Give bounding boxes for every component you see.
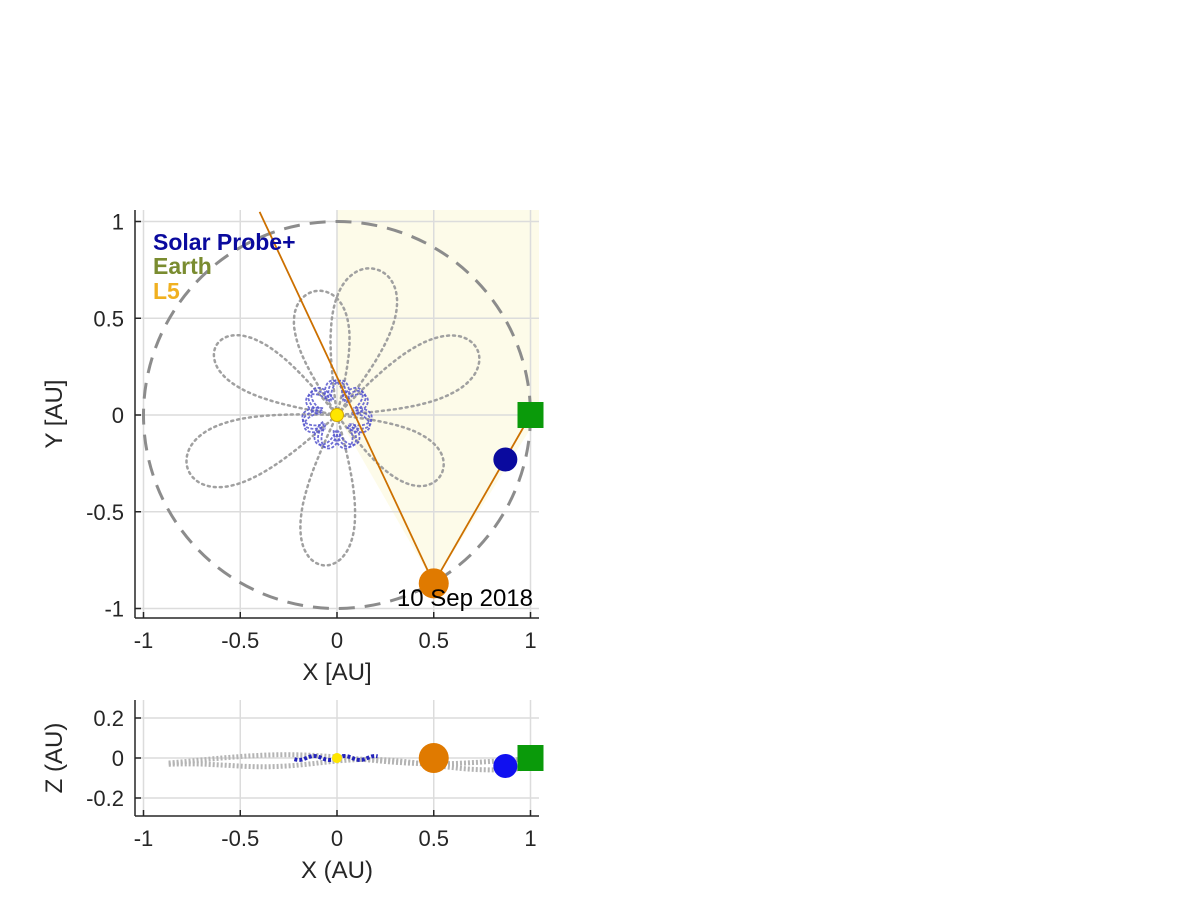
y-tick-label-1: 0	[112, 746, 124, 771]
legend-entry-l5: L5	[153, 278, 180, 304]
markers-xy	[330, 402, 544, 599]
x-axis-label: X [AU]	[302, 659, 371, 686]
trajectory-loop-0	[329, 267, 399, 417]
trajectory-loop-2	[212, 333, 339, 417]
probe-orbit-3	[301, 406, 361, 448]
legend: Solar Probe+ Earth L5	[153, 229, 296, 304]
trajectory-xz-lower	[168, 752, 525, 767]
probe-orbit-6	[324, 379, 371, 434]
x-tick-label-1: -0.5	[221, 826, 259, 851]
x-tick-labels: -1 -0.5 0 0.5 1	[134, 628, 537, 653]
y-tick-labels: -0.2 0 0.2	[86, 706, 124, 811]
y-tick-labels: -1 -0.5 0 0.5 1	[86, 210, 124, 622]
sun-marker	[330, 408, 344, 422]
trajectory-loop-4	[299, 413, 357, 567]
y-tick-label-0: -0.2	[86, 786, 124, 811]
y-axis-label: Y [AU]	[41, 380, 68, 449]
probe-orbit-1	[303, 379, 350, 434]
x-tick-label-1: -0.5	[221, 628, 259, 653]
x-tick-label-4: 1	[524, 826, 536, 851]
l5-marker	[418, 743, 449, 773]
y-tick-label-4: 1	[112, 210, 124, 235]
sun-marker	[332, 753, 342, 763]
y-axis-label: Z (AU)	[41, 723, 68, 794]
trajectory-xz	[168, 752, 525, 773]
x-axis-label: X (AU)	[301, 857, 373, 884]
xz-panel: -1 -0.5 0 0.5 1 -0.2 0 0.2 X (AU) Z (AU)	[41, 700, 544, 884]
y-tick-label-0: -1	[104, 597, 124, 622]
l5-earth-line	[432, 414, 532, 584]
y-tick-label-2: 0.2	[93, 706, 124, 731]
legend-entry-earth: Earth	[153, 253, 212, 279]
shaded-sector	[337, 210, 539, 584]
x-tick-label-4: 1	[524, 628, 536, 653]
probe-orbit-0	[305, 379, 369, 416]
earth-marker	[517, 402, 544, 428]
x-tick-label-2: 0	[331, 826, 343, 851]
date-annotation: 10 Sep 2018	[397, 585, 533, 612]
x-tick-label-3: 0.5	[418, 628, 449, 653]
solar-probe-marker	[493, 447, 518, 472]
y-tick-label-1: -0.5	[86, 500, 124, 525]
axes	[134, 700, 539, 817]
trajectory-loop-6	[335, 334, 481, 417]
legend-entry-solar-probe: Solar Probe+	[153, 229, 296, 255]
y-tick-label-2: 0	[112, 403, 124, 428]
axes	[134, 210, 539, 619]
l5-marker	[418, 568, 449, 599]
y-tick-label-3: 0.5	[93, 306, 124, 331]
xy-panel: -1 -0.5 0 0.5 1 -1 -0.5 0 0.5 1 X [AU] Y [AU] So…	[41, 210, 544, 686]
trajectory-xy	[185, 267, 481, 567]
x-tick-label-0: -1	[134, 826, 154, 851]
probe-orbit-4	[313, 406, 373, 448]
earth-marker	[517, 745, 544, 771]
l5-sun-line	[258, 211, 435, 584]
trajectory-xz-upper	[168, 756, 525, 773]
l5-lines	[258, 211, 532, 584]
probe-orbits-xy	[301, 379, 373, 450]
trajectory-loop-1	[292, 289, 351, 417]
markers-xz	[332, 743, 544, 778]
probe-orbit-2	[301, 386, 342, 450]
shaded-region	[337, 210, 539, 584]
probe-orbits-xz	[293, 753, 378, 763]
solar-probe-marker	[493, 754, 518, 778]
trajectory-loop-3	[185, 413, 339, 489]
x-tick-label-0: -1	[134, 628, 154, 653]
x-tick-label-2: 0	[331, 628, 343, 653]
x-tick-labels: -1 -0.5 0 0.5 1	[134, 826, 537, 851]
x-tick-label-3: 0.5	[418, 826, 449, 851]
probe-orbit-5	[332, 386, 373, 450]
